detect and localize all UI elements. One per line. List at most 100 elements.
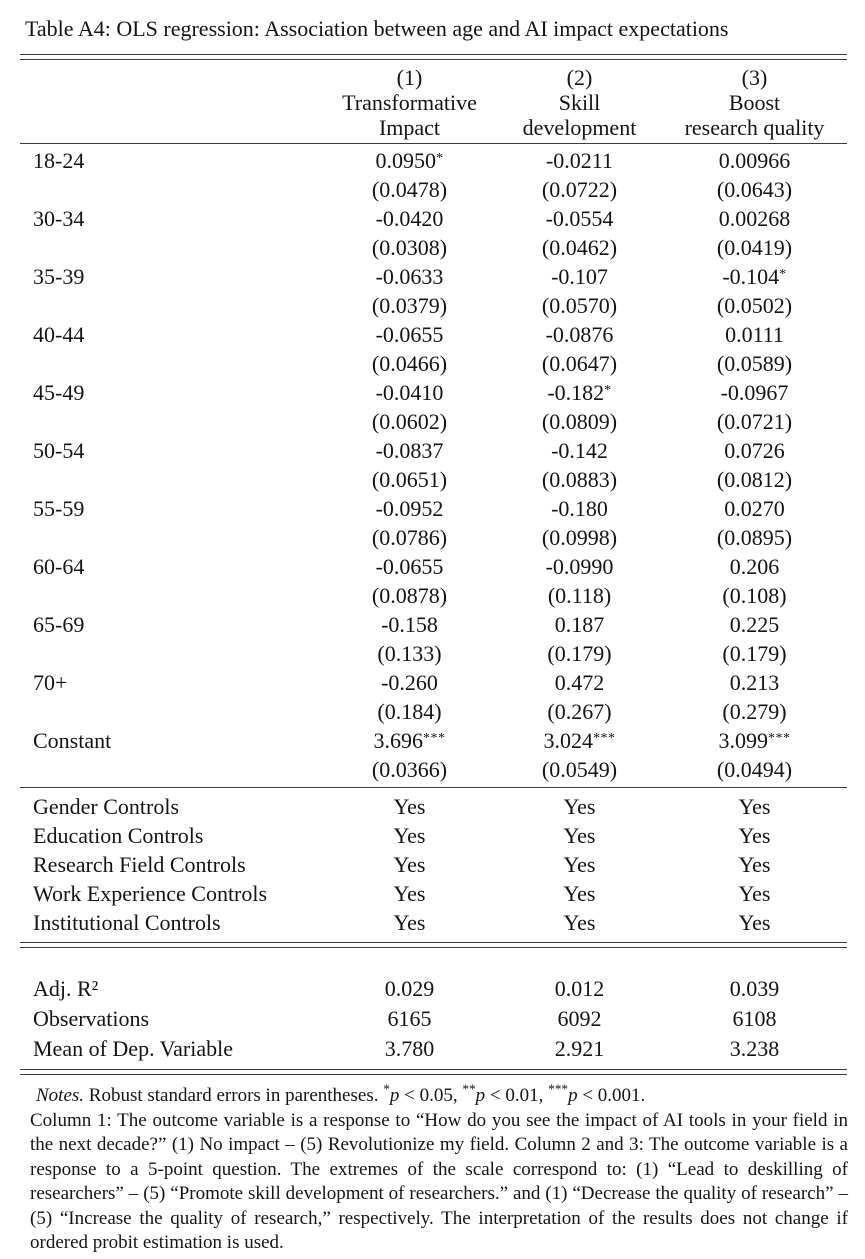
column-title-line: Boost (728, 90, 781, 115)
std-error-row: (0.0651) (0.0883) (0.0812) (20, 465, 847, 494)
control-value: Yes (738, 910, 771, 935)
stat-value: 0.029 (384, 976, 435, 1001)
notes-se-text: Robust standard errors in parentheses. (84, 1085, 384, 1106)
std-error-cell: (0.0462) (541, 235, 618, 260)
std-error-cell: (0.0998) (541, 525, 618, 550)
row-label: 70+ (33, 670, 68, 695)
row-label-spacer (20, 233, 322, 262)
notes-label: Notes. (36, 1085, 85, 1106)
significance-stars: * (435, 150, 444, 166)
std-error-cell: (0.0494) (716, 757, 793, 782)
table-header: (1) Transformative Impact (2) Skill deve… (20, 60, 847, 143)
control-value: Yes (738, 823, 771, 848)
std-error-row: (0.0366) (0.0549) (0.0494) (20, 755, 847, 784)
coefficient-cell: 0.00966 (718, 148, 791, 173)
row-label: 60-64 (33, 554, 85, 579)
coefficient-cell: 0.187 (554, 612, 605, 637)
std-error-cell: (0.0466) (371, 351, 448, 376)
column-title-line: research quality (684, 115, 825, 140)
stat-value: 3.780 (384, 1036, 435, 1061)
row-label-spacer (20, 175, 322, 204)
notes-significance-line: Notes. Robust standard errors in parenth… (30, 1081, 848, 1109)
row-label: 35-39 (33, 264, 85, 289)
stat-row: Observations 6165 6092 6108 (20, 1004, 847, 1034)
p-threshold: < 0.01, (485, 1085, 549, 1106)
std-error-cell: (0.118) (547, 583, 612, 608)
std-error-row: (0.0786) (0.0998) (0.0895) (20, 523, 847, 552)
row-label: 55-59 (33, 496, 85, 521)
significance-stars: * (383, 1081, 390, 1097)
coefficient-cell: 3.099*** (718, 728, 791, 753)
table-notes: Notes. Robust standard errors in parenth… (30, 1081, 848, 1256)
control-value: Yes (738, 794, 771, 819)
std-error-cell: (0.133) (377, 641, 442, 666)
std-error-cell: (0.0570) (541, 293, 618, 318)
coefficient-cell: -0.0655 (375, 322, 444, 347)
regression-table: (1) Transformative Impact (2) Skill deve… (20, 54, 847, 1075)
control-value: Yes (393, 794, 426, 819)
coefficient-row: 70+ -0.260 0.472 0.213 (20, 668, 847, 697)
control-row: Research Field Controls Yes Yes Yes (20, 850, 847, 879)
column-title-line: Skill (558, 90, 601, 115)
stat-value: 6165 (387, 1006, 432, 1031)
significance-legend: *p < 0.05, **p < 0.01, ***p < 0.001. (383, 1081, 645, 1106)
stat-value: 3.238 (729, 1036, 780, 1061)
control-value: Yes (563, 910, 596, 935)
row-label: 65-69 (33, 612, 85, 637)
column-headers-row: (1) Transformative Impact (2) Skill deve… (20, 65, 847, 140)
table-rule-controls-bottom (20, 942, 847, 948)
control-row: Institutional Controls Yes Yes Yes (20, 908, 847, 937)
coefficient-cell: -0.182* (547, 380, 612, 405)
coefficient-cell: -0.0410 (375, 380, 444, 405)
control-value: Yes (563, 823, 596, 848)
coefficient-row: 65-69 -0.158 0.187 0.225 (20, 610, 847, 639)
std-error-cell: (0.0812) (716, 467, 793, 492)
coefficient-cell: -0.260 (381, 670, 438, 695)
stat-label: Adj. R² (33, 976, 99, 1001)
std-error-cell: (0.0721) (716, 409, 793, 434)
table-rule-header-bottom (20, 143, 847, 144)
coefficient-row: 40-44 -0.0655 -0.0876 0.0111 (20, 320, 847, 349)
header-spacer (20, 65, 322, 140)
coefficient-cell: 0.225 (729, 612, 780, 637)
std-error-row: (0.0379) (0.0570) (0.0502) (20, 291, 847, 320)
std-error-row: (0.184) (0.267) (0.279) (20, 697, 847, 726)
coefficient-cell: -0.104* (722, 264, 787, 289)
coefficient-row: Constant 3.696*** 3.024*** 3.099*** (20, 726, 847, 755)
std-error-cell: (0.108) (722, 583, 787, 608)
row-label-spacer (20, 581, 322, 610)
coefficient-row: 50-54 -0.0837 -0.142 0.0726 (20, 436, 847, 465)
coefficient-cell: 0.213 (729, 670, 780, 695)
significance-stars: *** (767, 730, 791, 746)
stat-row: Mean of Dep. Variable 3.780 2.921 3.238 (20, 1034, 847, 1064)
coefficient-cell: 0.0950* (375, 148, 444, 173)
control-value: Yes (393, 852, 426, 877)
std-error-cell: (0.279) (722, 699, 787, 724)
statistics-section: Adj. R² 0.029 0.012 0.039 Observations 6165 60… (20, 971, 847, 1069)
row-label: 18-24 (33, 148, 85, 173)
significance-stars: * (604, 382, 612, 398)
column-header-1: (1) Transformative Impact (322, 65, 497, 140)
significance-stars: ** (462, 1081, 476, 1097)
control-row: Work Experience Controls Yes Yes Yes (20, 879, 847, 908)
std-error-cell: (0.0502) (716, 293, 793, 318)
std-error-cell: (0.0647) (541, 351, 618, 376)
row-label: 30-34 (33, 206, 85, 231)
notes-body: Column 1: The outcome variable is a resp… (30, 1109, 848, 1254)
column-title-line: development (522, 115, 637, 140)
std-error-row: (0.0478) (0.0722) (0.0643) (20, 175, 847, 204)
coefficient-cell: -0.0837 (375, 438, 444, 463)
coefficient-cell: -0.0967 (720, 380, 789, 405)
row-label-spacer (20, 465, 322, 494)
table-title: Table A4: OLS regression: Association be… (25, 16, 729, 41)
std-error-cell: (0.0549) (541, 757, 618, 782)
control-row: Education Controls Yes Yes Yes (20, 821, 847, 850)
control-value: Yes (393, 881, 426, 906)
std-error-cell: (0.0895) (716, 525, 793, 550)
significance-stars: *** (592, 730, 616, 746)
control-value: Yes (393, 823, 426, 848)
table-rule-bottom (20, 1069, 847, 1075)
p-threshold: < 0.05, (399, 1085, 463, 1106)
std-error-cell: (0.0308) (371, 235, 448, 260)
